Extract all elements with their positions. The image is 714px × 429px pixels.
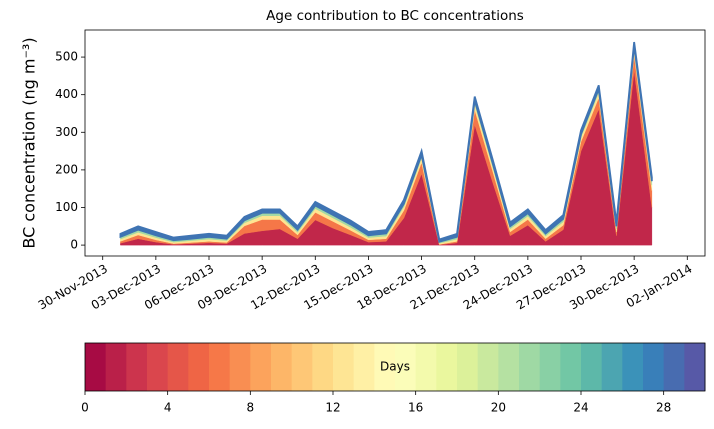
area-layer xyxy=(119,41,653,243)
colorbar-cell xyxy=(353,343,375,391)
colorbar-cell xyxy=(312,343,334,391)
colorbar-cell xyxy=(126,343,148,391)
colorbar-cell xyxy=(167,343,189,391)
colorbar-cell xyxy=(85,343,107,391)
colorbar-cell xyxy=(250,343,272,391)
y-tick-label: 100 xyxy=(55,200,78,214)
colorbar-cell xyxy=(333,343,355,391)
colorbar-cell xyxy=(457,343,479,391)
colorbar-cell xyxy=(209,343,231,391)
colorbar-cell xyxy=(395,343,417,391)
colorbar-cell xyxy=(477,343,499,391)
colorbar-cell xyxy=(374,343,396,391)
colorbar-tick-label: 0 xyxy=(81,401,89,415)
colorbar-tick-label: 20 xyxy=(491,401,506,415)
y-tick-label: 400 xyxy=(55,87,78,101)
colorbar-cell xyxy=(291,343,313,391)
colorbar-cell xyxy=(519,343,541,391)
colorbar-cell xyxy=(415,343,437,391)
colorbar-cell xyxy=(539,343,561,391)
plot-frame xyxy=(84,29,706,257)
colorbar-cell xyxy=(560,343,582,391)
colorbar-cell xyxy=(601,343,623,391)
colorbar-cell xyxy=(188,343,210,391)
colorbar-cell xyxy=(271,343,293,391)
y-axis-label: BC concentration (ng m⁻³) xyxy=(20,37,39,248)
colorbar-cell xyxy=(643,343,665,391)
colorbar-cell xyxy=(436,343,458,391)
colorbar-cell xyxy=(105,343,127,391)
colorbar-tick-label: 24 xyxy=(573,401,588,415)
colorbar-cell xyxy=(622,343,644,391)
y-tick-label: 500 xyxy=(55,50,78,64)
chart-title: Age contribution to BC concentrations xyxy=(266,8,524,24)
colorbar-frame xyxy=(84,342,706,392)
y-tick-label: 300 xyxy=(55,125,78,139)
colorbar-cell xyxy=(581,343,603,391)
colorbar-tick-label: 4 xyxy=(164,401,172,415)
colorbar-tick-label: 16 xyxy=(408,401,423,415)
colorbar-cell xyxy=(147,343,169,391)
colorbar-label: Days xyxy=(380,360,410,374)
area-layer xyxy=(120,70,653,246)
y-tick-label: 200 xyxy=(55,162,78,176)
colorbar-cell xyxy=(663,343,685,391)
y-tick-label: 0 xyxy=(70,238,78,252)
colorbar-cell xyxy=(229,343,251,391)
colorbar-tick-label: 12 xyxy=(325,401,340,415)
colorbar-tick-label: 8 xyxy=(247,401,255,415)
colorbar-cell xyxy=(498,343,520,391)
colorbar-cell xyxy=(684,343,706,391)
colorbar-tick-label: 28 xyxy=(656,401,671,415)
